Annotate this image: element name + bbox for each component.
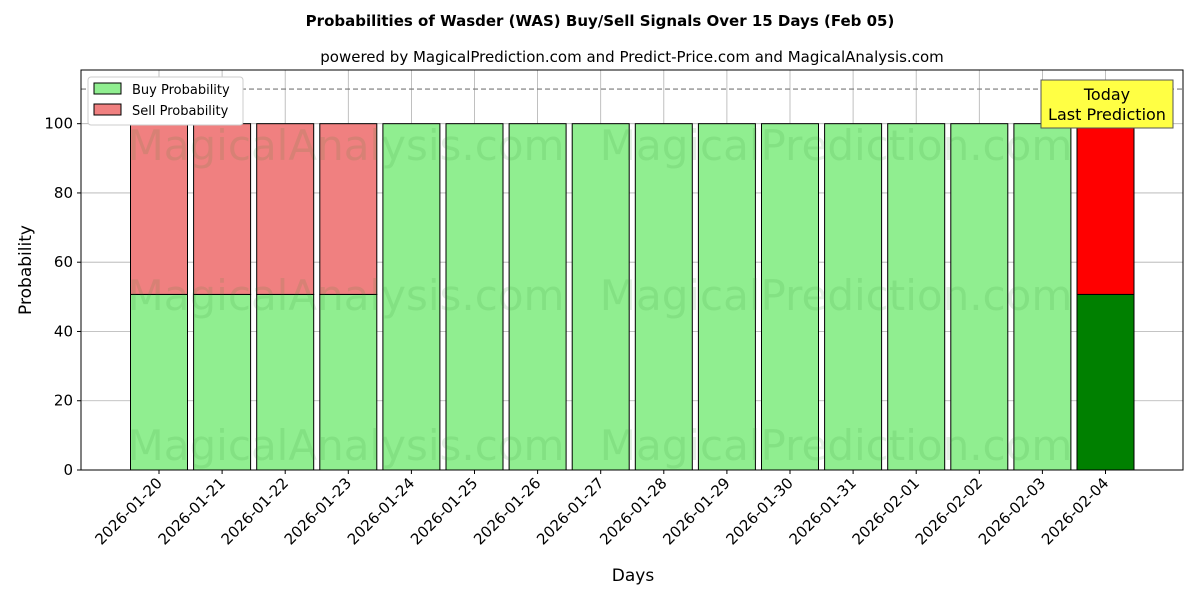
buy-bar xyxy=(256,293,315,471)
buy-bar xyxy=(193,293,252,471)
x-tick-label: 2026-01-21 xyxy=(155,474,229,548)
annotation-line1: Today xyxy=(1083,85,1130,104)
buy-bar xyxy=(887,123,946,471)
buy-bar xyxy=(824,123,883,471)
x-tick-label: 2026-01-22 xyxy=(218,474,292,548)
watermark: MagicalPrediction.com xyxy=(600,421,1073,470)
sell-bar xyxy=(1076,123,1135,295)
x-tick-label: 2026-02-01 xyxy=(849,474,923,548)
x-tick-label: 2026-02-04 xyxy=(1038,474,1112,548)
x-tick-label: 2026-01-31 xyxy=(786,474,860,548)
x-tick-label: 2026-01-26 xyxy=(470,474,544,548)
chart-title: Probabilities of Wasder (WAS) Buy/Sell S… xyxy=(306,12,895,30)
x-tick-label: 2026-01-29 xyxy=(659,474,733,548)
buy-bar xyxy=(445,123,504,471)
watermark: MagicalAnalysis.com xyxy=(128,121,565,170)
buy-bar xyxy=(508,123,567,471)
y-tick-label: 20 xyxy=(54,392,73,410)
y-tick-label: 0 xyxy=(63,461,73,479)
legend-label-buy: Buy Probability xyxy=(132,83,230,98)
x-tick-label: 2026-01-25 xyxy=(407,474,481,548)
x-tick-label: 2026-01-27 xyxy=(533,474,607,548)
y-tick-label: 100 xyxy=(44,115,73,133)
x-tick-label: 2026-01-24 xyxy=(344,474,418,548)
x-tick-label: 2026-01-20 xyxy=(91,474,165,548)
x-axis-label: Days xyxy=(612,566,655,586)
chart-subtitle: powered by MagicalPrediction.com and Pre… xyxy=(320,48,944,66)
legend: Buy Probability Sell Probability xyxy=(87,76,244,126)
legend-label-sell: Sell Probability xyxy=(132,104,229,119)
sell-bar xyxy=(130,123,188,295)
y-tick-label: 40 xyxy=(54,322,73,340)
buy-bar xyxy=(319,293,378,471)
x-tick-label: 2026-02-02 xyxy=(912,474,986,548)
buy-bar xyxy=(761,123,819,471)
watermark: MagicalPrediction.com xyxy=(600,271,1073,320)
watermark: MagicalAnalysis.com xyxy=(128,271,565,320)
today-annotation: Today Last Prediction xyxy=(1040,79,1174,129)
y-tick-label: 80 xyxy=(54,184,73,202)
plot-frame xyxy=(80,69,1184,471)
buy-bar xyxy=(697,123,756,471)
buy-bar xyxy=(950,123,1009,471)
legend-swatch-buy xyxy=(93,82,122,95)
sell-bar xyxy=(319,123,378,295)
watermarks: MagicalAnalysis.com MagicalPrediction.com… xyxy=(128,121,1073,470)
buy-bar xyxy=(1013,123,1072,471)
y-axis-label: Probability xyxy=(16,225,36,315)
x-tick-label: 2026-01-30 xyxy=(722,474,796,548)
y-tick-label: 60 xyxy=(54,253,73,271)
legend-swatch-sell xyxy=(93,103,122,116)
x-tick-label: 2026-01-28 xyxy=(596,474,670,548)
buy-bar xyxy=(382,123,441,471)
buy-bar xyxy=(1076,293,1135,471)
watermark: MagicalPrediction.com xyxy=(600,121,1073,170)
x-tick-label: 2026-01-23 xyxy=(281,474,355,548)
watermark: MagicalAnalysis.com xyxy=(128,421,565,470)
buy-bar xyxy=(634,123,693,471)
x-tick-label: 2026-02-03 xyxy=(975,474,1049,548)
annotation-line2: Last Prediction xyxy=(1048,105,1166,124)
bars xyxy=(130,123,1135,471)
buy-bar xyxy=(571,123,630,471)
sell-bar xyxy=(256,123,315,295)
